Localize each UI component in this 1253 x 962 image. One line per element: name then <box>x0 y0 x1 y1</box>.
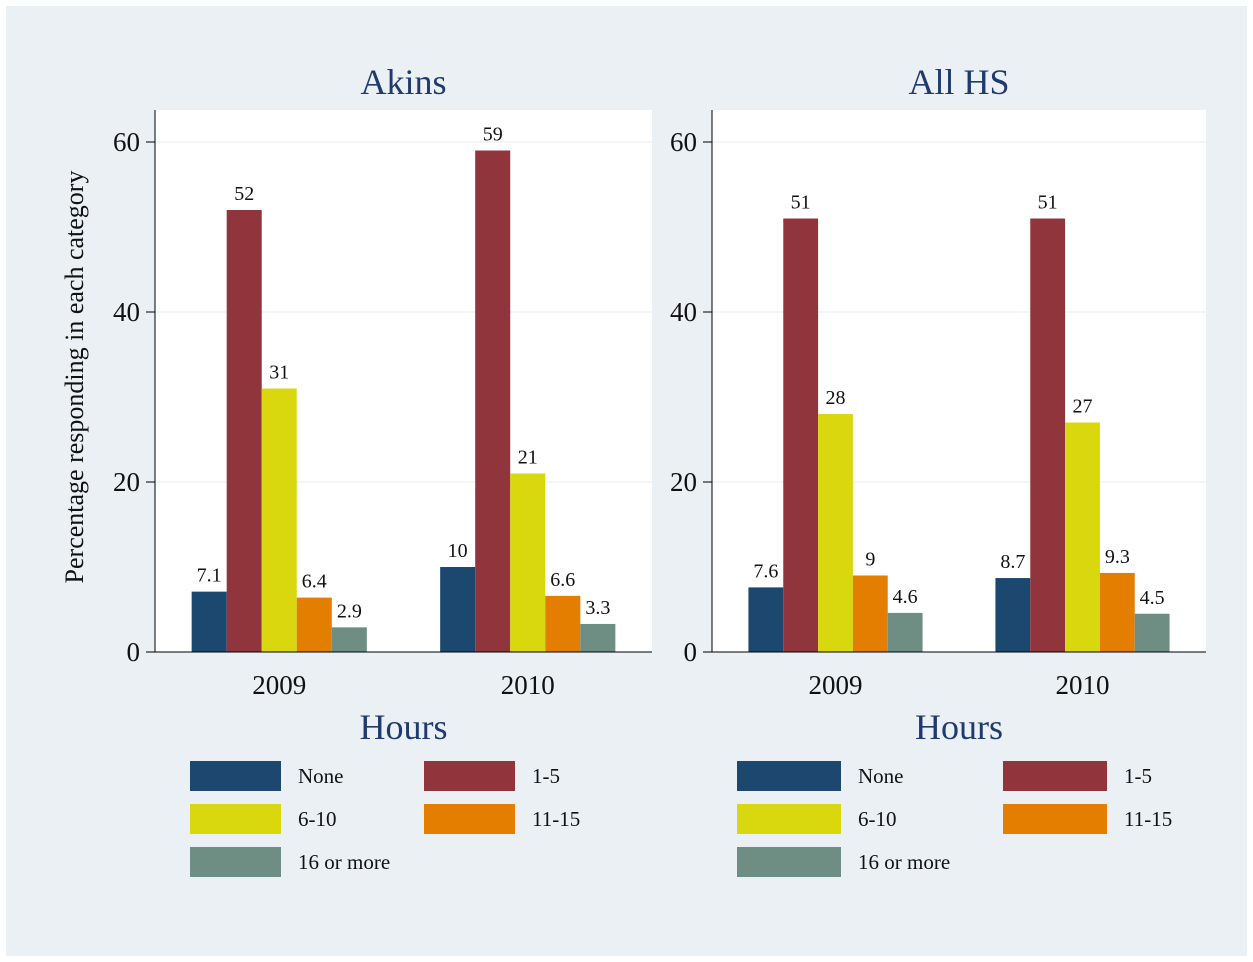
y-tick-label: 60 <box>113 127 140 157</box>
legend-label: 1-5 <box>532 764 560 788</box>
bar-value-label: 7.1 <box>197 565 222 587</box>
bar-akins-2010-none <box>440 567 476 652</box>
legend-swatch-none <box>737 761 841 791</box>
legend-swatch-11-15 <box>424 804 515 834</box>
chart-figure: 7.1 10 52 59 31 21 6.4 6.6 2.9 3.3 0 20 40 60 2009 2010… <box>6 6 1247 956</box>
y-tick-label: 20 <box>670 467 697 497</box>
legend-swatch-16-or-more <box>190 847 281 877</box>
bar-akins-2010-11-15 <box>545 595 581 652</box>
legend-label: 16 or more <box>858 850 950 874</box>
y-tick-label: 0 <box>684 637 698 667</box>
x-category-label: 2010 <box>1056 670 1110 700</box>
bar-value-label: 2.9 <box>337 600 362 622</box>
bar-akins-2009-1-5 <box>226 210 262 652</box>
y-tick-label: 0 <box>127 637 141 667</box>
bar-value-label: 6.6 <box>550 569 575 591</box>
bar-allhs-2010-6-10 <box>1065 422 1100 652</box>
bar-value-label: 6.4 <box>302 571 327 593</box>
y-tick-label: 40 <box>113 297 140 327</box>
legend-label: 6-10 <box>298 807 337 831</box>
bar-value-label: 9.3 <box>1105 546 1130 568</box>
bar-value-label: 51 <box>1038 192 1058 214</box>
legend-swatch-11-15 <box>1003 804 1107 834</box>
legend-label: None <box>298 764 344 788</box>
x-axis-title: Hours <box>915 707 1003 747</box>
x-category-label: 2009 <box>252 670 306 700</box>
bar-value-label: 9 <box>865 549 875 571</box>
legend-swatch-16-or-more <box>737 847 841 877</box>
bar-value-label: 28 <box>826 387 846 409</box>
panel-title-allhs: All HS <box>908 62 1009 102</box>
bar-value-label: 51 <box>791 192 811 214</box>
bar-allhs-2010-16-or-more <box>1134 613 1170 652</box>
legend-swatch-6-10 <box>190 804 281 834</box>
bar-allhs-2010-1-5 <box>1030 218 1066 652</box>
panel-title-akins: Akins <box>360 62 446 102</box>
legend-label: 6-10 <box>858 807 897 831</box>
bar-allhs-2010-none <box>995 578 1031 652</box>
y-tick-label: 60 <box>670 127 697 157</box>
bar-allhs-2009-11-15 <box>852 575 888 652</box>
legend-label: 1-5 <box>1124 764 1152 788</box>
bar-akins-2009-16-or-more <box>331 627 367 652</box>
bar-value-label: 4.5 <box>1140 587 1165 609</box>
bar-allhs-2009-6-10 <box>818 414 853 652</box>
y-tick-label: 20 <box>113 467 140 497</box>
y-axis-title: Percentage responding in each category <box>60 171 89 584</box>
bar-value-label: 52 <box>234 183 254 205</box>
bar-akins-2010-1-5 <box>475 150 511 652</box>
bar-allhs-2009-16-or-more <box>887 612 923 652</box>
bar-value-label: 59 <box>483 124 503 146</box>
bar-akins-2010-6-10 <box>510 473 546 652</box>
legend-swatch-none <box>190 761 281 791</box>
bar-allhs-2009-none <box>748 587 784 652</box>
bar-akins-2009-11-15 <box>296 597 332 652</box>
bar-value-label: 10 <box>448 540 468 562</box>
bar-allhs-2009-1-5 <box>783 218 819 652</box>
bar-value-label: 27 <box>1073 396 1093 418</box>
legend-swatch-1-5 <box>1003 761 1107 791</box>
bar-allhs-2010-11-15 <box>1099 572 1135 652</box>
x-axis-title: Hours <box>360 707 448 747</box>
x-category-label: 2010 <box>501 670 555 700</box>
y-tick-label: 40 <box>670 297 697 327</box>
bar-akins-2009-6-10 <box>261 388 297 652</box>
bar-value-label: 7.6 <box>753 560 778 582</box>
bar-value-label: 4.6 <box>893 586 918 608</box>
legend-label: None <box>858 764 904 788</box>
legend-swatch-6-10 <box>737 804 841 834</box>
legend-label: 11-15 <box>532 807 580 831</box>
bar-akins-2010-16-or-more <box>580 623 616 652</box>
bar-value-label: 31 <box>269 362 289 384</box>
bar-value-label: 3.3 <box>585 597 610 619</box>
x-category-label: 2009 <box>809 670 863 700</box>
bar-akins-2009-none <box>191 591 227 652</box>
bar-value-label: 8.7 <box>1000 551 1025 573</box>
bar-value-label: 21 <box>518 447 538 469</box>
legend-swatch-1-5 <box>424 761 515 791</box>
legend-label: 11-15 <box>1124 807 1172 831</box>
legend-label: 16 or more <box>298 850 390 874</box>
